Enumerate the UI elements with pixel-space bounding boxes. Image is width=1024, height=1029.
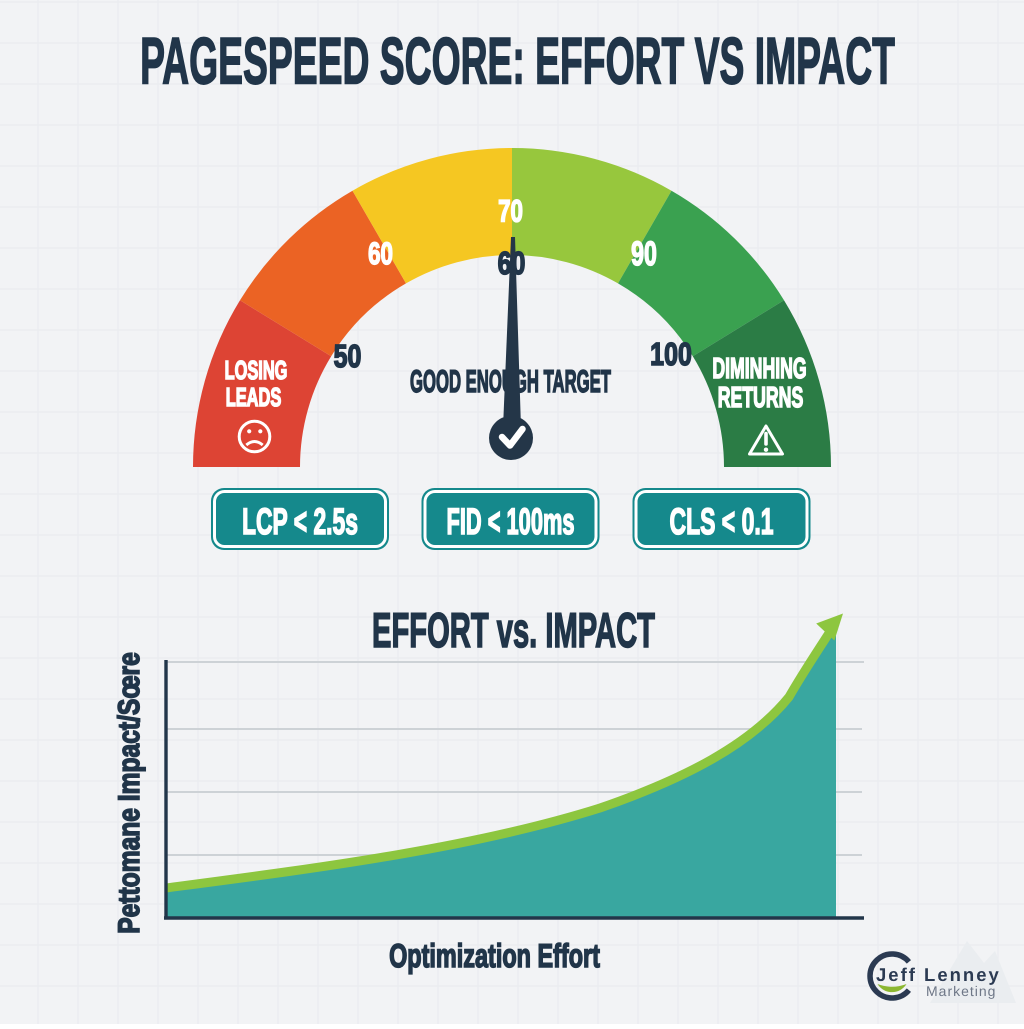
svg-text:90: 90 — [631, 235, 657, 273]
svg-text:FID < 100ms: FID < 100ms — [446, 501, 574, 542]
svg-text:CLS < 0.1: CLS < 0.1 — [670, 501, 774, 542]
svg-text:60: 60 — [368, 236, 393, 271]
svg-text:LOSING: LOSING — [225, 355, 288, 385]
svg-text:100: 100 — [650, 336, 692, 372]
svg-text:LCP < 2.5s: LCP < 2.5s — [242, 501, 358, 542]
svg-text:PAGESPEED SCORE: EFFORT VS IMP: PAGESPEED SCORE: EFFORT VS IMPACT — [140, 24, 895, 98]
svg-text:50: 50 — [334, 338, 362, 374]
svg-text:Jeff Lenney: Jeff Lenney — [876, 964, 1001, 985]
svg-text:Marketing: Marketing — [926, 983, 996, 999]
svg-text:DIMINHING: DIMINHING — [712, 353, 806, 385]
svg-text:RETURNS: RETURNS — [718, 382, 804, 414]
svg-text:EFFORT vs. IMPACT: EFFORT vs. IMPACT — [372, 604, 655, 658]
svg-text:Optimization Effort: Optimization Effort — [389, 937, 600, 974]
svg-text:70: 70 — [498, 194, 523, 229]
svg-text:LEADS: LEADS — [226, 382, 282, 412]
svg-text:Pettomane Impact/Sœre: Pettomane Impact/Sœre — [113, 652, 146, 934]
